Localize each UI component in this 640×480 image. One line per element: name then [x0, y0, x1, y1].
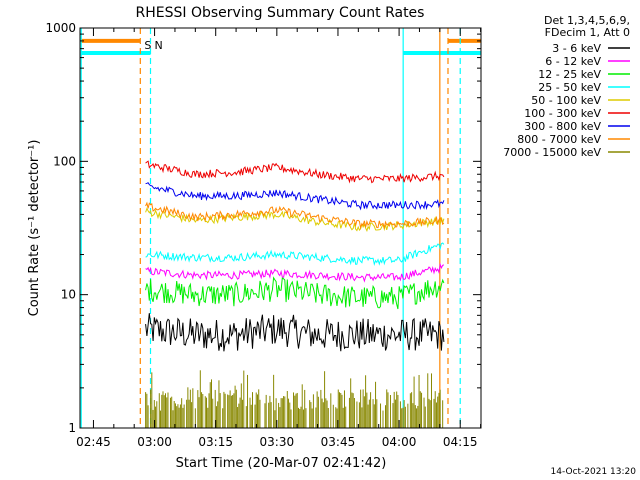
- y-tick-label: 1000: [45, 21, 76, 35]
- legend-entry-label: 300 - 800 keV: [524, 120, 601, 133]
- marker-label: S: [144, 39, 151, 52]
- legend-entry-label: 6 - 12 keV: [545, 55, 601, 68]
- legend: Det 1,3,4,5,6,9,FDecim 1, Att 0 3 - 6 keV…: [503, 14, 630, 159]
- legend-entry-label: 3 - 6 keV: [552, 42, 601, 55]
- y-axis-label: Count Rate (s⁻¹ detector⁻¹): [27, 140, 42, 317]
- footer-timestamp: 14-Oct-2021 13:20: [551, 467, 637, 477]
- legend-header: Det 1,3,4,5,6,9,: [544, 14, 630, 27]
- y-tick-label: 100: [53, 154, 76, 168]
- x-tick-label: 04:15: [443, 435, 478, 449]
- legend-entry-label: 12 - 25 keV: [538, 68, 601, 81]
- legend-entry-label: 25 - 50 keV: [538, 81, 601, 94]
- x-tick-label: 03:15: [198, 435, 233, 449]
- series-line-300-800-kevkev: [145, 182, 445, 211]
- series-line-800-7000-kevkev: [145, 201, 445, 230]
- x-tick-label: 03:00: [137, 435, 172, 449]
- chart-title: RHESSI Observing Summary Count Rates: [136, 5, 425, 21]
- legend-entry-label: 7000 - 15000 keV: [503, 146, 601, 159]
- legend-header: FDecim 1, Att 0: [545, 26, 630, 39]
- x-tick-label: 04:00: [382, 435, 417, 449]
- x-axis-label: Start Time (20-Mar-07 02:41:42): [176, 456, 387, 471]
- series-line-25-50-kevkev: [145, 242, 445, 267]
- series-line-3-6-kevkev: [145, 313, 445, 352]
- x-axis: 02:45 03:00 03:15 03:30 03:45 04:00 04:15: [76, 28, 482, 449]
- series-line-12-25-kevkev: [145, 276, 445, 310]
- y-tick-label: 10: [61, 288, 76, 302]
- x-tick-label: 02:45: [76, 435, 111, 449]
- x-tick-label: 03:45: [321, 435, 356, 449]
- legend-entry-label: 50 - 100 keV: [531, 94, 601, 107]
- plot-frame: [79, 27, 482, 429]
- y-axis: 1 10 100 1000: [45, 21, 481, 435]
- legend-entry-label: 100 - 300 keV: [524, 107, 601, 120]
- series-line-50-100-kevkev: [145, 207, 445, 233]
- y-tick-label: 1: [68, 421, 76, 435]
- series-line-100-300-kevkev: [145, 160, 445, 184]
- series-line-6-12-kevkev: [145, 262, 445, 283]
- legend-entry-label: 800 - 7000 keV: [517, 133, 601, 146]
- x-tick-label: 03:30: [260, 435, 295, 449]
- marker-label: N: [155, 39, 163, 52]
